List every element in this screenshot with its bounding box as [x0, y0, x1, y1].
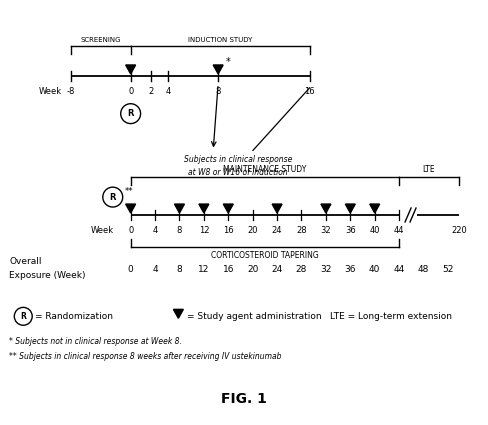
Text: 4: 4 — [152, 265, 158, 274]
Text: Week: Week — [39, 87, 62, 96]
Text: MAINTENANCE STUDY: MAINTENANCE STUDY — [223, 165, 306, 174]
Text: 28: 28 — [296, 227, 306, 235]
Text: 52: 52 — [441, 265, 453, 274]
Text: 0: 0 — [127, 265, 133, 274]
Text: = Randomization: = Randomization — [35, 312, 113, 321]
Text: 36: 36 — [344, 227, 355, 235]
Text: SCREENING: SCREENING — [81, 37, 121, 43]
Text: 28: 28 — [295, 265, 306, 274]
Text: 8: 8 — [177, 227, 182, 235]
Polygon shape — [320, 204, 330, 213]
Text: Week: Week — [91, 227, 114, 235]
Text: -8: -8 — [67, 87, 75, 96]
Polygon shape — [369, 204, 379, 213]
Text: 32: 32 — [320, 265, 331, 274]
Text: 8: 8 — [215, 87, 221, 96]
Polygon shape — [174, 204, 184, 213]
Text: 12: 12 — [198, 227, 209, 235]
Text: 24: 24 — [271, 227, 282, 235]
Polygon shape — [223, 204, 233, 213]
Text: R: R — [127, 109, 134, 118]
Text: 0: 0 — [128, 227, 133, 235]
Polygon shape — [199, 204, 208, 213]
Text: 0: 0 — [128, 87, 133, 96]
Text: R: R — [20, 312, 26, 321]
Text: 16: 16 — [304, 87, 314, 96]
Text: FIG. 1: FIG. 1 — [221, 392, 266, 406]
Text: **: ** — [124, 187, 133, 196]
Text: 44: 44 — [393, 227, 404, 235]
Text: 4: 4 — [165, 87, 171, 96]
Text: * Subjects not in clinical response at Week 8.: * Subjects not in clinical response at W… — [9, 337, 182, 346]
Text: 44: 44 — [393, 265, 404, 274]
Text: LTE: LTE — [422, 165, 434, 174]
Text: INDUCTION STUDY: INDUCTION STUDY — [187, 37, 252, 43]
Text: *: * — [225, 57, 230, 67]
Text: ** Subjects in clinical response 8 weeks after receiving IV ustekinumab: ** Subjects in clinical response 8 weeks… — [9, 351, 281, 360]
Text: = Study agent administration: = Study agent administration — [187, 312, 321, 321]
Polygon shape — [271, 204, 282, 213]
Text: at W8 or W16 of induction: at W8 or W16 of induction — [188, 168, 287, 177]
Polygon shape — [173, 309, 183, 318]
Text: 48: 48 — [417, 265, 428, 274]
Polygon shape — [345, 204, 355, 213]
Text: 12: 12 — [198, 265, 209, 274]
Text: LTE = Long-term extension: LTE = Long-term extension — [329, 312, 450, 321]
Polygon shape — [125, 204, 135, 213]
Text: 40: 40 — [369, 227, 379, 235]
Text: R: R — [109, 193, 116, 201]
Text: 8: 8 — [176, 265, 182, 274]
Text: 4: 4 — [152, 227, 157, 235]
Text: 2: 2 — [147, 87, 153, 96]
Text: 36: 36 — [344, 265, 355, 274]
Polygon shape — [125, 65, 135, 74]
Text: CORTICOSTEROID TAPERING: CORTICOSTEROID TAPERING — [211, 251, 318, 260]
Text: 40: 40 — [368, 265, 380, 274]
Text: 20: 20 — [247, 227, 257, 235]
Text: 24: 24 — [271, 265, 282, 274]
Text: 16: 16 — [223, 227, 233, 235]
Text: 16: 16 — [222, 265, 234, 274]
Polygon shape — [213, 65, 223, 74]
Text: 220: 220 — [450, 227, 466, 235]
Text: 32: 32 — [320, 227, 330, 235]
Text: Subjects in clinical response: Subjects in clinical response — [183, 156, 292, 164]
Text: 20: 20 — [246, 265, 258, 274]
Text: Overall: Overall — [9, 257, 42, 266]
Text: Exposure (Week): Exposure (Week) — [9, 271, 86, 280]
